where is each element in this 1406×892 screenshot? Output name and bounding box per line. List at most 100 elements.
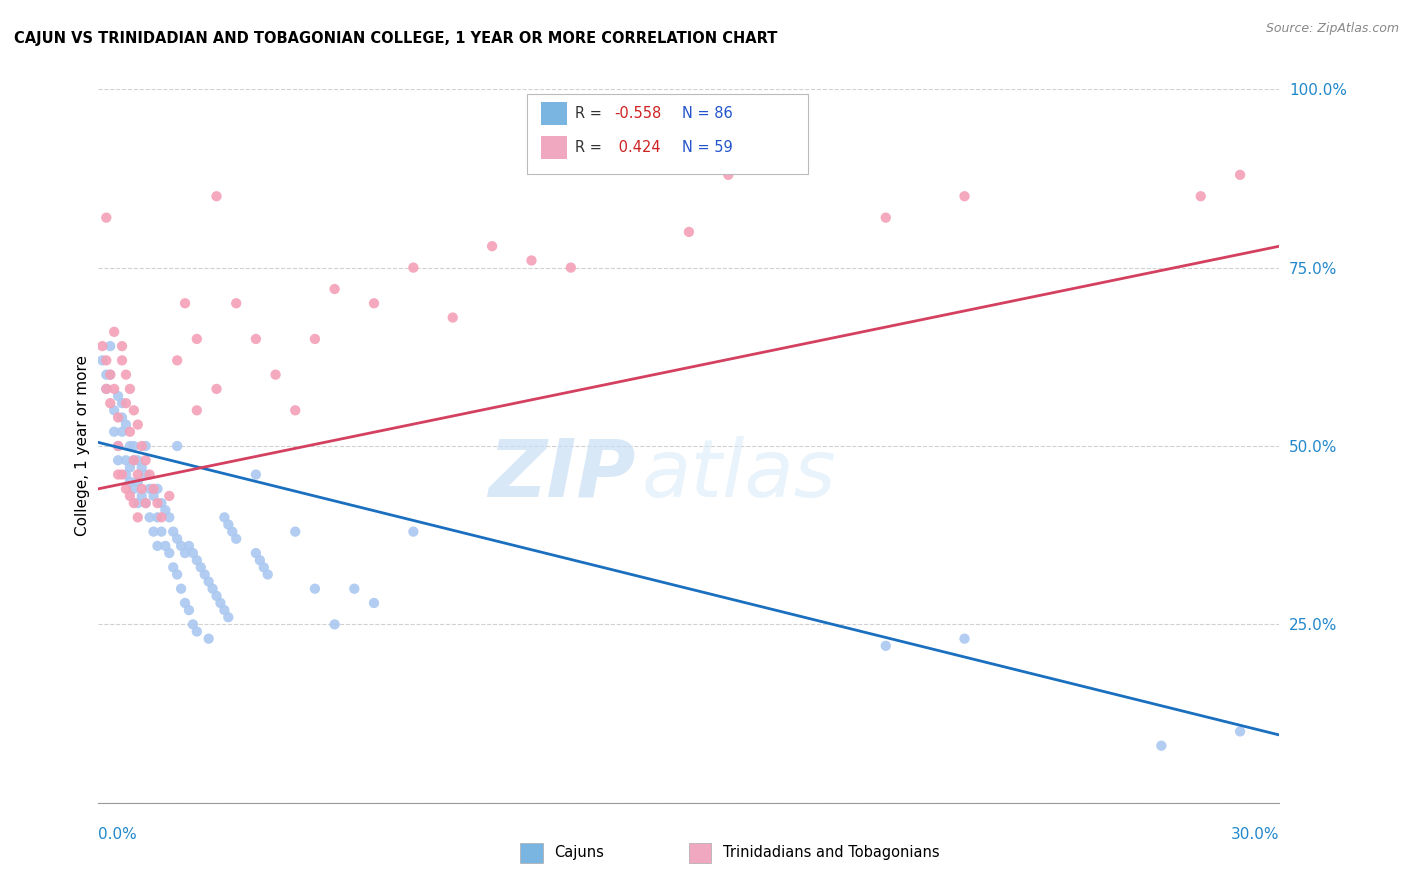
Point <box>96 382 118 396</box>
Point <box>214 603 236 617</box>
Point <box>186 553 208 567</box>
Point <box>103 403 125 417</box>
Point <box>162 524 184 539</box>
Point <box>1189 189 1212 203</box>
Point <box>166 567 188 582</box>
Point <box>205 382 228 396</box>
Point <box>186 624 208 639</box>
Point <box>323 282 346 296</box>
Point <box>225 532 247 546</box>
Point <box>146 496 169 510</box>
Point <box>111 339 134 353</box>
Point <box>481 239 503 253</box>
Point <box>166 353 188 368</box>
Point <box>122 453 145 467</box>
Point <box>1229 724 1251 739</box>
Point <box>205 589 228 603</box>
Point <box>91 339 114 353</box>
Text: N = 59: N = 59 <box>682 140 733 154</box>
Point <box>135 496 157 510</box>
Point <box>127 417 149 432</box>
Point <box>953 632 976 646</box>
Point <box>135 467 157 482</box>
Point <box>560 260 582 275</box>
Point <box>118 425 141 439</box>
Point <box>135 496 157 510</box>
Point <box>245 546 267 560</box>
Point <box>103 425 125 439</box>
Point <box>98 368 121 382</box>
Point <box>875 211 897 225</box>
Point <box>127 496 149 510</box>
Point <box>146 510 169 524</box>
Point <box>304 332 326 346</box>
Point <box>107 439 129 453</box>
Point <box>142 482 165 496</box>
Point <box>115 368 138 382</box>
Point <box>1229 168 1251 182</box>
Point <box>343 582 366 596</box>
Point <box>162 560 184 574</box>
Point <box>135 453 157 467</box>
Point <box>170 539 193 553</box>
Point <box>174 596 197 610</box>
Point <box>1150 739 1173 753</box>
Point <box>131 460 153 475</box>
Point <box>256 567 278 582</box>
Point <box>155 503 177 517</box>
Point <box>118 460 141 475</box>
Point <box>157 510 180 524</box>
Point <box>186 332 208 346</box>
Point <box>174 546 197 560</box>
Point <box>520 253 543 268</box>
Point <box>111 467 134 482</box>
Point <box>138 510 160 524</box>
Text: 30.0%: 30.0% <box>1232 827 1279 841</box>
Text: CAJUN VS TRINIDADIAN AND TOBAGONIAN COLLEGE, 1 YEAR OR MORE CORRELATION CHART: CAJUN VS TRINIDADIAN AND TOBAGONIAN COLL… <box>14 31 778 46</box>
Point <box>194 567 217 582</box>
Point <box>402 524 425 539</box>
Point <box>103 382 125 396</box>
Point <box>225 296 247 310</box>
Point <box>107 389 129 403</box>
Point <box>115 453 138 467</box>
Point <box>127 453 149 467</box>
Point <box>111 353 134 368</box>
Point <box>118 475 141 489</box>
Point <box>98 368 121 382</box>
Point <box>96 368 118 382</box>
Point <box>186 403 208 417</box>
Point <box>111 410 134 425</box>
Point <box>146 482 169 496</box>
Y-axis label: College, 1 year or more: College, 1 year or more <box>75 356 90 536</box>
Point <box>209 596 232 610</box>
Point <box>304 582 326 596</box>
Point <box>181 546 204 560</box>
Point <box>131 489 153 503</box>
Point <box>103 325 125 339</box>
Point <box>245 467 267 482</box>
Text: Cajuns: Cajuns <box>554 846 603 860</box>
Point <box>363 296 385 310</box>
Point <box>111 396 134 410</box>
Point <box>118 439 141 453</box>
Point <box>217 610 239 624</box>
Point <box>118 489 141 503</box>
Point <box>678 225 700 239</box>
Text: N = 86: N = 86 <box>682 106 733 120</box>
Point <box>122 482 145 496</box>
Point <box>107 467 129 482</box>
Text: 0.0%: 0.0% <box>98 827 138 841</box>
Point <box>122 496 145 510</box>
Point <box>249 553 271 567</box>
Point <box>221 524 243 539</box>
Point <box>96 353 118 368</box>
Point <box>217 517 239 532</box>
Point <box>177 539 200 553</box>
Text: ZIP: ZIP <box>488 435 636 514</box>
Point <box>441 310 464 325</box>
Point <box>157 546 180 560</box>
Point <box>115 482 138 496</box>
Point <box>150 524 173 539</box>
Point <box>181 617 204 632</box>
